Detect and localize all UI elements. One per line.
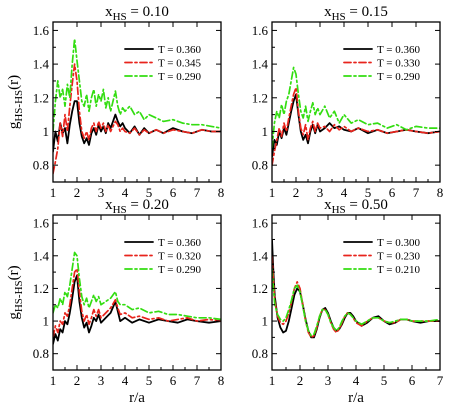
- x-tick-label: 3: [98, 185, 105, 200]
- x-tick-label: 3: [325, 373, 332, 388]
- legend-label: T = 0.290: [158, 264, 201, 276]
- panel-title: xHS = 0.15: [324, 4, 388, 23]
- x-tick-label: 2: [293, 185, 300, 200]
- y-tick-label: 0.8: [252, 346, 268, 361]
- series-line-2: [53, 63, 221, 175]
- series-line-3: [53, 37, 221, 133]
- y-tick-label: 1: [43, 124, 50, 139]
- x-tick-label: 5: [365, 185, 372, 200]
- y-tick-label: 1.4: [33, 57, 50, 72]
- y-tick-label: 1.6: [252, 23, 269, 38]
- x-tick-label: 4: [341, 185, 348, 200]
- series-line-1: [53, 100, 221, 153]
- legend-label: T = 0.360: [377, 44, 420, 56]
- y-tick-label: 1: [262, 124, 269, 139]
- y-tick-label: 0.8: [33, 346, 49, 361]
- y-axis-label: gHS-HS(r): [6, 75, 25, 129]
- legend-label: T = 0.290: [158, 71, 201, 83]
- legend-label: T = 0.300: [377, 237, 420, 249]
- legend-label: T = 0.320: [158, 251, 201, 263]
- x-tick-label: 6: [389, 185, 396, 200]
- y-tick-label: 1: [43, 314, 50, 329]
- x-tick-label: 3: [317, 185, 324, 200]
- x-tick-label: 7: [194, 373, 201, 388]
- x-tick-label: 7: [437, 373, 444, 388]
- panel-title: xHS = 0.50: [324, 197, 388, 216]
- x-axis-label: r/a: [129, 390, 145, 405]
- y-tick-label: 0.8: [33, 158, 49, 173]
- x-tick-label: 6: [170, 185, 177, 200]
- x-tick-label: 3: [98, 373, 105, 388]
- legend-label: T = 0.290: [377, 71, 420, 83]
- x-tick-label: 7: [413, 185, 420, 200]
- y-tick-label: 1.6: [33, 23, 50, 38]
- x-tick-label: 8: [218, 185, 225, 200]
- legend-label: T = 0.345: [158, 58, 201, 70]
- x-tick-label: 4: [353, 373, 360, 388]
- y-tick-label: 1.6: [33, 216, 50, 231]
- series-line-1: [53, 274, 221, 345]
- series-line-3: [272, 66, 440, 150]
- y-tick-label: 1: [262, 314, 269, 329]
- x-tick-label: 1: [50, 185, 57, 200]
- x-tick-label: 7: [194, 185, 201, 200]
- y-tick-label: 1.2: [33, 281, 49, 296]
- x-tick-label: 2: [74, 373, 81, 388]
- series-line-3: [272, 267, 440, 337]
- x-tick-label: 1: [269, 185, 276, 200]
- x-tick-label: 2: [297, 373, 304, 388]
- legend-label: T = 0.230: [377, 251, 420, 263]
- legend-label: T = 0.210: [377, 264, 420, 276]
- x-tick-label: 4: [122, 373, 129, 388]
- legend-label: T = 0.330: [377, 58, 420, 70]
- series-line-2: [272, 86, 440, 167]
- x-tick-label: 1: [269, 373, 276, 388]
- x-tick-label: 4: [122, 185, 129, 200]
- x-tick-label: 5: [146, 185, 153, 200]
- y-tick-label: 1.4: [252, 57, 269, 72]
- legend-label: T = 0.360: [158, 44, 201, 56]
- y-tick-label: 1.2: [252, 90, 268, 105]
- x-tick-label: 1: [50, 373, 57, 388]
- y-tick-label: 1.6: [252, 216, 269, 231]
- x-tick-label: 5: [381, 373, 388, 388]
- x-tick-label: 6: [170, 373, 177, 388]
- y-tick-label: 1.2: [252, 281, 268, 296]
- series-line-2: [53, 267, 221, 339]
- panel-title: xHS = 0.20: [105, 197, 169, 216]
- series-line-3: [53, 251, 221, 321]
- x-tick-label: 8: [437, 185, 444, 200]
- x-tick-label: 2: [74, 185, 81, 200]
- panel-title: xHS = 0.10: [105, 4, 169, 23]
- x-tick-label: 5: [146, 373, 153, 388]
- y-tick-label: 1.2: [33, 90, 49, 105]
- y-tick-label: 1.4: [252, 248, 269, 263]
- x-axis-label: r/a: [348, 390, 364, 405]
- x-tick-label: 6: [409, 373, 416, 388]
- y-tick-label: 0.8: [252, 158, 268, 173]
- legend-label: T = 0.360: [158, 237, 201, 249]
- y-tick-label: 1.4: [33, 248, 50, 263]
- y-axis-label: gHS-HS(r): [6, 265, 25, 319]
- x-tick-label: 8: [218, 373, 225, 388]
